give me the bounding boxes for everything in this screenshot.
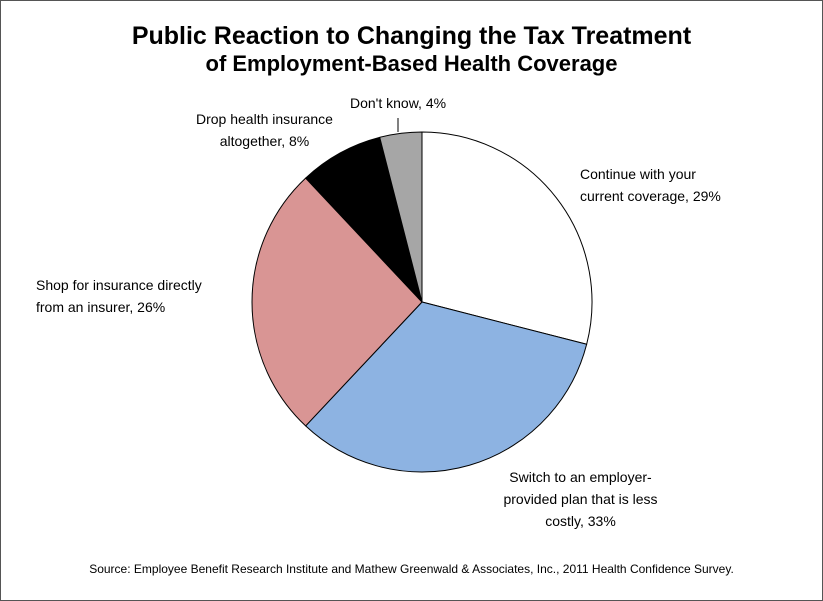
slice-label-dontknow: Don't know, 4%	[350, 92, 446, 114]
slice-label-drop-line-1: Drop health insurance	[196, 111, 333, 127]
slice-label-continue-line-2: current coverage, 29%	[580, 188, 721, 204]
slice-label-shop-line-2: from an insurer, 26%	[36, 299, 166, 315]
source-note: Source: Employee Benefit Research Instit…	[89, 562, 734, 576]
slice-label-drop: Drop health insurance altogether, 8%	[182, 108, 347, 152]
slice-label-switch: Switch to an employer- provided plan tha…	[488, 466, 673, 532]
slice-label-drop-line-2: altogether, 8%	[219, 133, 310, 149]
slice-label-continue: Continue with your current coverage, 29%	[580, 163, 721, 207]
slice-continue	[421, 131, 593, 345]
slice-label-switch-line-1: Switch to an employer-	[509, 469, 652, 485]
slice-label-shop: Shop for insurance directly from an insu…	[36, 274, 202, 318]
slice-label-switch-line-2: provided plan that is less	[503, 491, 658, 507]
slice-shop	[251, 177, 423, 427]
slice-switch	[305, 301, 588, 473]
slice-label-dontknow-line-1: Don't know, 4%	[350, 95, 447, 111]
pie-slices	[251, 131, 593, 473]
chart-title-block: Public Reaction to Changing the Tax Trea…	[0, 22, 823, 77]
slice-dontknow	[379, 131, 423, 303]
slice-label-continue-line-1: Continue with your	[580, 166, 696, 182]
slice-label-switch-line-3: costly, 33%	[545, 513, 616, 529]
slice-label-shop-line-1: Shop for insurance directly	[36, 277, 202, 293]
chart-subtitle: of Employment-Based Health Coverage	[205, 51, 618, 76]
chart-title: Public Reaction to Changing the Tax Trea…	[131, 22, 692, 50]
